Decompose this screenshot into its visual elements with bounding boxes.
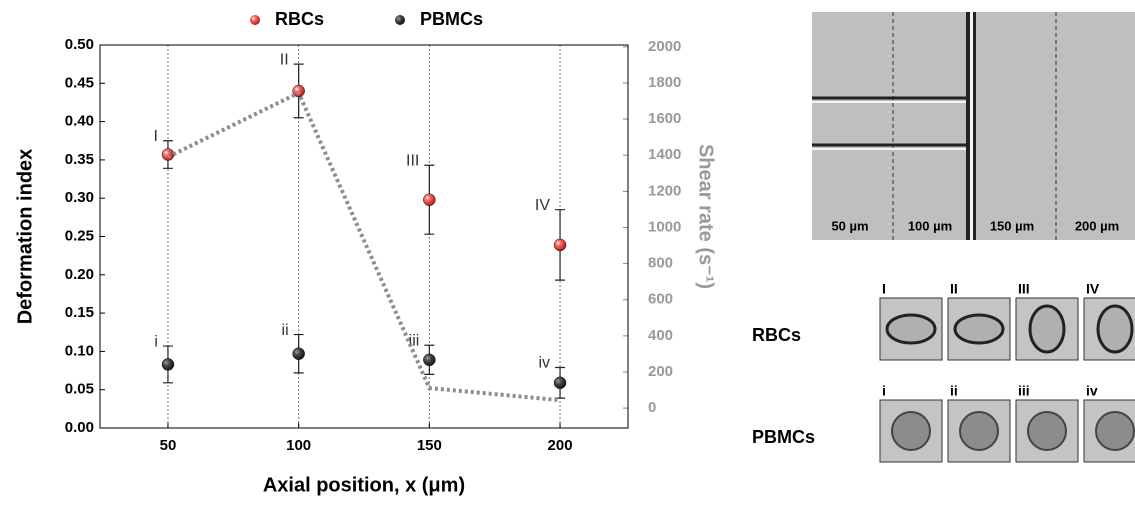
cell-label: II [950, 281, 958, 297]
x-axis-label: Axial position, x (μm) [263, 474, 465, 496]
point-label: ii [282, 322, 289, 339]
y2-tick-label: 1800 [648, 74, 681, 91]
data-point [293, 348, 305, 360]
cell-label: ii [950, 383, 958, 399]
y-axis-label: Deformation index [14, 149, 36, 325]
micrograph-label: 200 µm [1075, 218, 1119, 233]
x-tick-label: 200 [548, 437, 573, 454]
cell-label: III [1018, 281, 1030, 297]
y-tick-label: 0.20 [65, 266, 94, 283]
y2-axis-label: Shear rate (s⁻¹) [695, 144, 717, 289]
point-label: iv [538, 355, 550, 372]
cell [955, 315, 1003, 343]
y2-tick-label: 1200 [648, 182, 681, 199]
legend-label: PBMCs [420, 9, 483, 29]
micrograph-label: 50 µm [831, 218, 868, 233]
y2-tick-label: 400 [648, 327, 673, 344]
point-label: III [406, 152, 419, 169]
cell-label: iii [1018, 383, 1030, 399]
cell [892, 412, 930, 450]
y2-tick-label: 1600 [648, 110, 681, 127]
point-label: i [154, 333, 158, 350]
y-tick-label: 0.15 [65, 304, 94, 321]
point-label: I [154, 128, 158, 145]
y-tick-label: 0.50 [65, 36, 94, 53]
data-point [162, 358, 174, 370]
point-label: II [280, 51, 289, 68]
point-label: iii [409, 332, 420, 349]
legend-marker [395, 15, 405, 25]
cell [1030, 306, 1064, 352]
y-tick-label: 0.05 [65, 381, 94, 398]
row-label: RBCs [752, 325, 801, 345]
cell [1028, 412, 1066, 450]
y-tick-label: 0.35 [65, 151, 94, 168]
cell-label: I [882, 281, 886, 297]
x-tick-label: 100 [286, 437, 311, 454]
y2-tick-label: 600 [648, 291, 673, 308]
y2-tick-label: 200 [648, 363, 673, 380]
cell [960, 412, 998, 450]
micrograph-label: 100 µm [908, 218, 952, 233]
cell-label: iv [1086, 383, 1098, 399]
data-point [162, 149, 174, 161]
legend-label: RBCs [275, 9, 324, 29]
y-tick-label: 0.00 [65, 419, 94, 436]
y-tick-label: 0.45 [65, 74, 94, 91]
y2-tick-label: 0 [648, 399, 656, 416]
data-point [423, 354, 435, 366]
cell [887, 315, 935, 343]
cell-label: IV [1086, 281, 1100, 297]
cell [1096, 412, 1134, 450]
x-tick-label: 150 [417, 437, 442, 454]
y-tick-label: 0.25 [65, 227, 94, 244]
data-point [554, 377, 566, 389]
row-label: PBMCs [752, 427, 815, 447]
page: RBCsIIIIIIIVPBMCsiiiiiiiv 501001502000.0… [0, 0, 1135, 508]
figure: RBCsIIIIIIIVPBMCsiiiiiiiv 501001502000.0… [0, 0, 1135, 503]
y-tick-label: 0.30 [65, 189, 94, 206]
y2-tick-label: 800 [648, 255, 673, 272]
y2-tick-label: 1400 [648, 146, 681, 163]
x-tick-label: 50 [160, 437, 177, 454]
data-point [423, 194, 435, 206]
cell [1098, 306, 1132, 352]
y2-tick-label: 1000 [648, 218, 681, 235]
point-label: IV [535, 197, 550, 214]
micrograph [812, 12, 1135, 240]
micrograph-label: 150 µm [990, 218, 1034, 233]
y2-tick-label: 2000 [648, 38, 681, 55]
y-tick-label: 0.40 [65, 113, 94, 130]
cell-label: i [882, 383, 886, 399]
shear-line [168, 93, 560, 400]
y-tick-label: 0.10 [65, 342, 94, 359]
legend-marker [250, 15, 260, 25]
data-point [554, 239, 566, 251]
